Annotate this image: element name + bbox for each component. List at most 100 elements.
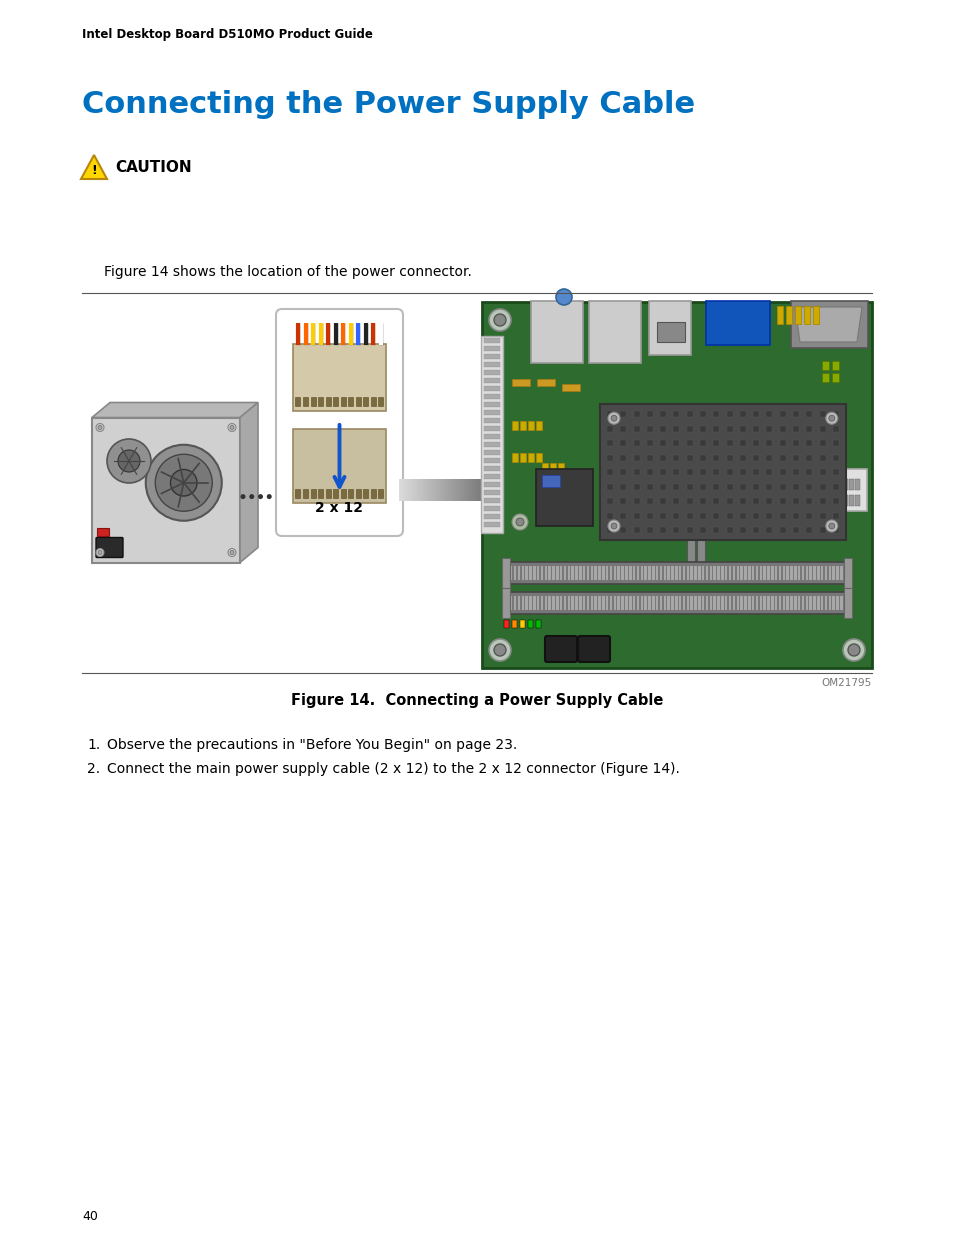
Bar	[548, 597, 550, 610]
Bar	[848, 479, 853, 490]
Bar	[295, 396, 300, 406]
Bar	[713, 411, 719, 417]
Bar	[752, 454, 759, 461]
Bar	[739, 484, 745, 489]
Bar	[694, 566, 696, 580]
Bar	[700, 513, 705, 519]
Circle shape	[556, 289, 572, 305]
Bar	[619, 513, 625, 519]
Bar	[606, 440, 613, 446]
Bar	[747, 597, 750, 610]
Bar	[686, 469, 692, 475]
Bar	[709, 597, 711, 610]
Bar	[646, 440, 652, 446]
Bar	[519, 620, 524, 629]
Bar	[801, 597, 803, 610]
Bar	[605, 597, 608, 610]
Circle shape	[107, 438, 151, 483]
Circle shape	[828, 415, 834, 421]
Bar	[755, 566, 758, 580]
Bar	[752, 527, 759, 534]
Bar	[97, 527, 109, 536]
Bar	[333, 396, 338, 406]
Bar	[739, 498, 745, 504]
Bar	[659, 498, 665, 504]
Bar	[751, 475, 767, 487]
Circle shape	[494, 643, 505, 656]
Bar	[679, 566, 680, 580]
Bar	[601, 566, 604, 580]
Bar	[720, 566, 723, 580]
Bar	[779, 513, 785, 519]
Bar	[686, 513, 692, 519]
Bar	[521, 566, 523, 580]
Bar	[671, 597, 673, 610]
Circle shape	[98, 551, 102, 555]
Bar	[848, 495, 853, 506]
Bar	[651, 566, 654, 580]
Bar	[619, 484, 625, 489]
Bar	[752, 440, 759, 446]
Bar	[819, 527, 824, 534]
Bar	[673, 484, 679, 489]
Bar	[840, 597, 841, 610]
Bar	[700, 440, 705, 446]
Bar	[724, 566, 727, 580]
Bar	[659, 527, 665, 534]
Bar	[659, 440, 665, 446]
Bar	[483, 482, 499, 487]
FancyBboxPatch shape	[531, 301, 582, 363]
Bar	[792, 498, 798, 504]
Bar	[620, 566, 623, 580]
Bar	[752, 426, 759, 432]
Bar	[854, 479, 860, 490]
Bar	[378, 396, 383, 406]
FancyBboxPatch shape	[502, 592, 850, 614]
Bar	[646, 513, 652, 519]
Bar	[739, 454, 745, 461]
Bar	[805, 484, 811, 489]
Circle shape	[118, 450, 140, 472]
Bar	[340, 396, 345, 406]
Bar	[843, 566, 845, 580]
Bar	[559, 566, 562, 580]
Bar	[747, 566, 750, 580]
Circle shape	[230, 426, 233, 430]
Bar	[713, 566, 715, 580]
Bar	[739, 440, 745, 446]
Text: Connect the main power supply cable (2 x 12) to the 2 x 12 connector (Figure 14): Connect the main power supply cable (2 x…	[107, 762, 679, 776]
Bar	[675, 597, 677, 610]
Bar	[501, 588, 510, 618]
Bar	[559, 597, 562, 610]
Bar	[779, 498, 785, 504]
Bar	[726, 513, 732, 519]
Bar	[527, 620, 533, 629]
FancyBboxPatch shape	[480, 336, 502, 534]
Bar	[686, 411, 692, 417]
Bar	[540, 597, 542, 610]
Bar	[832, 469, 838, 475]
FancyBboxPatch shape	[502, 562, 850, 584]
Bar	[633, 527, 639, 534]
Bar	[840, 566, 841, 580]
Circle shape	[607, 520, 619, 532]
Bar	[556, 566, 558, 580]
Bar	[317, 489, 323, 498]
Bar	[804, 566, 807, 580]
Bar	[805, 513, 811, 519]
Bar	[779, 484, 785, 489]
Circle shape	[828, 522, 834, 529]
Bar	[571, 566, 574, 580]
Bar	[512, 421, 517, 430]
Bar	[713, 484, 719, 489]
Bar	[575, 597, 578, 610]
Circle shape	[842, 638, 864, 661]
Bar	[797, 597, 800, 610]
Bar	[659, 454, 665, 461]
Bar	[646, 527, 652, 534]
FancyBboxPatch shape	[578, 636, 609, 662]
Bar	[519, 421, 525, 430]
Bar	[521, 597, 523, 610]
Bar	[821, 373, 828, 382]
Text: CAUTION: CAUTION	[115, 159, 192, 174]
